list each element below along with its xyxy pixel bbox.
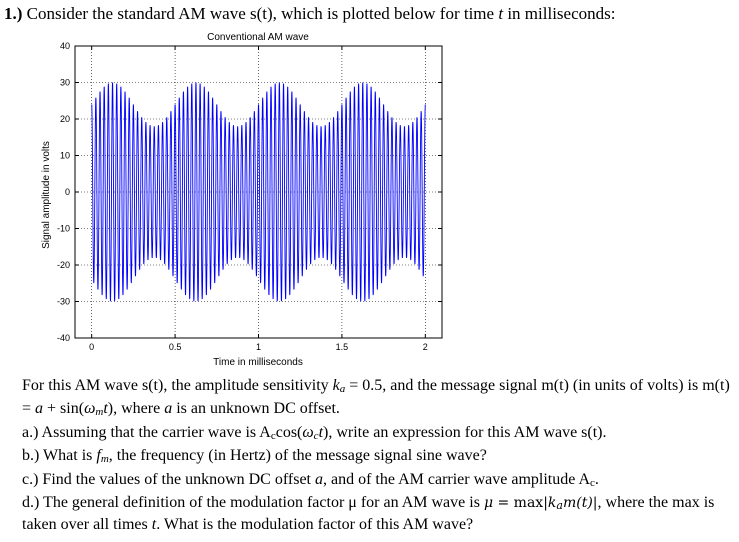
- part-b: b.) What is fm, the frequency (in Hertz)…: [22, 446, 734, 469]
- part-a: a.) Assuming that the carrier wave is Ac…: [22, 423, 734, 446]
- x-axis-label: Time in milliseconds: [213, 357, 303, 368]
- part-d: d.) The general definition of the modula…: [22, 493, 734, 535]
- axis-ticks: 0 0.5 1 1.5 2 40 30 20 10 0 -10 -20 -30 -40: [57, 41, 442, 352]
- var-ka-sub: a: [339, 383, 346, 395]
- formula-max: = max: [493, 495, 544, 512]
- part-d-text-2: , where the max is taken over all times: [22, 494, 715, 534]
- chart-title: Conventional AM wave: [207, 32, 309, 43]
- var-a: a: [35, 400, 44, 418]
- y-tick-label: -40: [57, 333, 70, 343]
- part-c-a: a: [315, 470, 323, 488]
- part-a-sub-c: c: [270, 429, 276, 442]
- part-a-omega-sub: c: [313, 429, 319, 442]
- part-d-text-3: . What is the modulation factor of this …: [156, 516, 474, 534]
- var-ka: k: [332, 377, 340, 394]
- am-wave-series: [91, 82, 426, 302]
- x-tick-label: 0.5: [169, 342, 182, 352]
- modulation-formula: μ = max|kam(t)|: [483, 495, 598, 513]
- y-tick-label: -10: [57, 224, 70, 234]
- formula-m: m(t): [562, 495, 593, 512]
- y-tick-label: 30: [60, 78, 70, 88]
- problem-text: For this AM wave s(t), the amplitude sen…: [22, 376, 734, 535]
- part-b-f: f: [96, 447, 101, 465]
- formula-mu: μ: [483, 495, 494, 512]
- part-d-t: t: [151, 516, 157, 534]
- part-a-text-3: ), write an expression for this AM wave …: [323, 423, 607, 441]
- intro-text-3: + sin(: [43, 400, 85, 418]
- part-a-text-1: a.) Assuming that the carrier wave is A: [22, 423, 271, 441]
- intro-text-2: = 0.5, and the message signal m(t) (in u…: [22, 377, 730, 418]
- problem-intro: For this AM wave s(t), the amplitude sen…: [22, 376, 734, 423]
- part-c-sub-c: c: [590, 476, 595, 489]
- y-tick-label: 40: [60, 41, 70, 51]
- part-c-text-1: c.) Find the values of the unknown DC of…: [22, 470, 315, 488]
- part-c-text-3: .: [594, 470, 599, 488]
- intro-text-4: ), where: [107, 400, 165, 418]
- formula-k-sub: a: [556, 499, 563, 513]
- y-tick-label: 10: [60, 151, 70, 161]
- x-tick-label: 2: [423, 342, 428, 352]
- part-a-text-2: cos(: [275, 423, 303, 441]
- part-b-f-sub: m: [100, 453, 109, 466]
- intro-text-1: For this AM wave s(t), the amplitude sen…: [22, 377, 333, 394]
- var-a-2: a: [164, 400, 173, 418]
- x-tick-label: 0: [89, 342, 94, 352]
- x-tick-label: 1.5: [336, 342, 349, 352]
- part-b-text-2: , the frequency (in Hertz) of the messag…: [108, 447, 487, 465]
- part-c-text-2: , and of the AM carrier wave amplitude A: [323, 470, 591, 488]
- part-a-t: t: [318, 423, 324, 441]
- part-b-text-1: b.) What is: [22, 447, 97, 465]
- am-wave-line: [91, 82, 426, 302]
- question-title: 1.) Consider the standard AM wave s(t), …: [4, 4, 615, 24]
- part-d-text-1: d.) The general definition of the modula…: [22, 494, 484, 512]
- var-t: t: [103, 400, 108, 418]
- am-wave-chart: Conventional AM wave Time in millisecond…: [41, 32, 443, 368]
- y-tick-label: 20: [60, 114, 70, 124]
- part-c: c.) Find the values of the unknown DC of…: [22, 470, 734, 493]
- y-tick-label: -20: [57, 260, 70, 270]
- question-number: 1.): [4, 4, 23, 23]
- y-tick-label: -30: [57, 297, 70, 307]
- question-title-var-t: t: [498, 4, 504, 23]
- y-axis-label: Signal amplitude in volts: [41, 141, 52, 249]
- formula-k: k: [547, 495, 557, 512]
- y-tick-label: 0: [65, 187, 70, 197]
- part-a-omega: ω: [302, 423, 314, 441]
- question-title-text-end: in milliseconds:: [503, 4, 616, 23]
- var-omega: ω: [84, 400, 96, 418]
- intro-text-5: is an unknown DC offset.: [172, 400, 340, 418]
- x-tick-label: 1: [256, 342, 261, 352]
- var-omega-sub: m: [95, 406, 104, 419]
- question-title-text: Consider the standard AM wave s(t), whic…: [22, 4, 499, 23]
